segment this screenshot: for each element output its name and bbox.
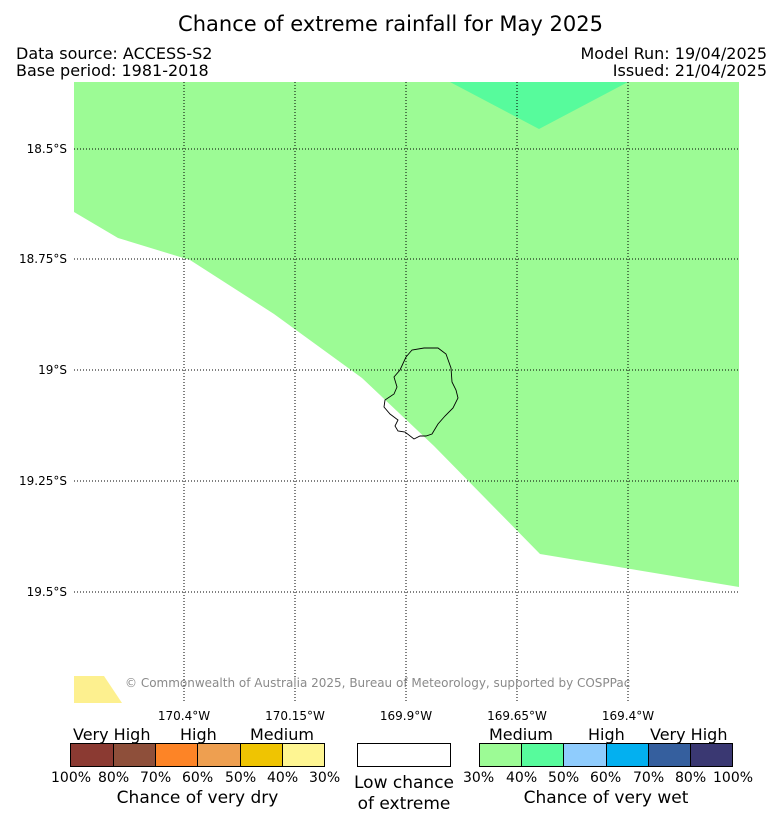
legend-dry-tick: 40% <box>267 770 299 786</box>
high-wet-area <box>450 82 628 129</box>
legend-wet-swatch <box>690 743 733 767</box>
legend-wet-swatch <box>563 743 607 767</box>
longitude-label: 170.15°W <box>265 709 325 723</box>
legend-wet-tick: 70% <box>633 770 665 786</box>
copyright-notice: © Commonwealth of Australia 2025, Bureau… <box>125 676 631 690</box>
legend-dry-swatch <box>113 743 156 767</box>
legend-wet-category: Medium <box>489 725 553 744</box>
legend-dry-tick: 30% <box>309 770 341 786</box>
legend-wet-swatch <box>521 743 564 767</box>
longitude-label: 169.4°W <box>601 709 655 723</box>
model-run-label: Model Run: 19/04/2025 <box>580 44 768 63</box>
legend-wet-tick: 40% <box>506 770 538 786</box>
longitude-label: 169.9°W <box>379 709 433 723</box>
latitude-label: 19°S <box>38 363 67 377</box>
legend-low-caption-line1: Low chance <box>354 773 454 793</box>
map-panel[interactable] <box>74 82 739 703</box>
legend-wet-tick: 60% <box>590 770 622 786</box>
longitude-label: 170.4°W <box>157 709 211 723</box>
legend-low-swatch <box>357 743 451 767</box>
island-outline <box>383 347 459 440</box>
issued-label: Issued: 21/04/2025 <box>612 61 767 80</box>
longitude-label: 169.65°W <box>487 709 547 723</box>
legend-dry-category: Very High <box>73 725 151 744</box>
latitude-label: 19.25°S <box>19 474 67 488</box>
data-source-label: Data source: ACCESS-S2 <box>16 44 213 63</box>
legend-wet-tick: 80% <box>675 770 707 786</box>
legend-wet-caption: Chance of very wet <box>523 788 689 808</box>
legend-wet-swatch <box>648 743 691 767</box>
latitude-label: 19.5°S <box>26 585 67 599</box>
legend-dry-category: High <box>180 725 217 744</box>
legend-dry-tick: 50% <box>225 770 257 786</box>
latitude-label: 18.5°S <box>26 142 67 156</box>
legend-wet-tick: 30% <box>463 770 495 786</box>
legend-wet-category: High <box>588 725 625 744</box>
legend-dry-tick: 100% <box>51 770 92 786</box>
legend-dry-category: Medium <box>250 725 314 744</box>
legend-low-caption-line2: of extreme <box>357 794 451 814</box>
chart-title: Chance of extreme rainfall for May 2025 <box>178 12 603 36</box>
legend-dry-swatch <box>70 743 114 767</box>
legend-dry-swatch <box>282 743 325 767</box>
legend-wet-tick: 100% <box>713 770 754 786</box>
legend-wet-swatch <box>479 743 522 767</box>
latitude-label: 18.75°S <box>19 252 67 266</box>
base-period-label: Base period: 1981-2018 <box>16 61 209 80</box>
dry-area <box>74 676 122 703</box>
legend-dry-swatch <box>240 743 283 767</box>
legend-wet-swatch <box>606 743 649 767</box>
legend-dry-caption: Chance of very dry <box>116 788 279 808</box>
legend-wet-category: Very High <box>650 725 728 744</box>
legend-dry-tick: 80% <box>98 770 130 786</box>
map-canvas <box>74 82 739 703</box>
legend-wet-tick: 50% <box>548 770 580 786</box>
legend-dry-tick: 70% <box>140 770 172 786</box>
legend-dry-tick: 60% <box>182 770 214 786</box>
legend-dry-swatch <box>197 743 241 767</box>
legend-dry-swatch <box>155 743 198 767</box>
